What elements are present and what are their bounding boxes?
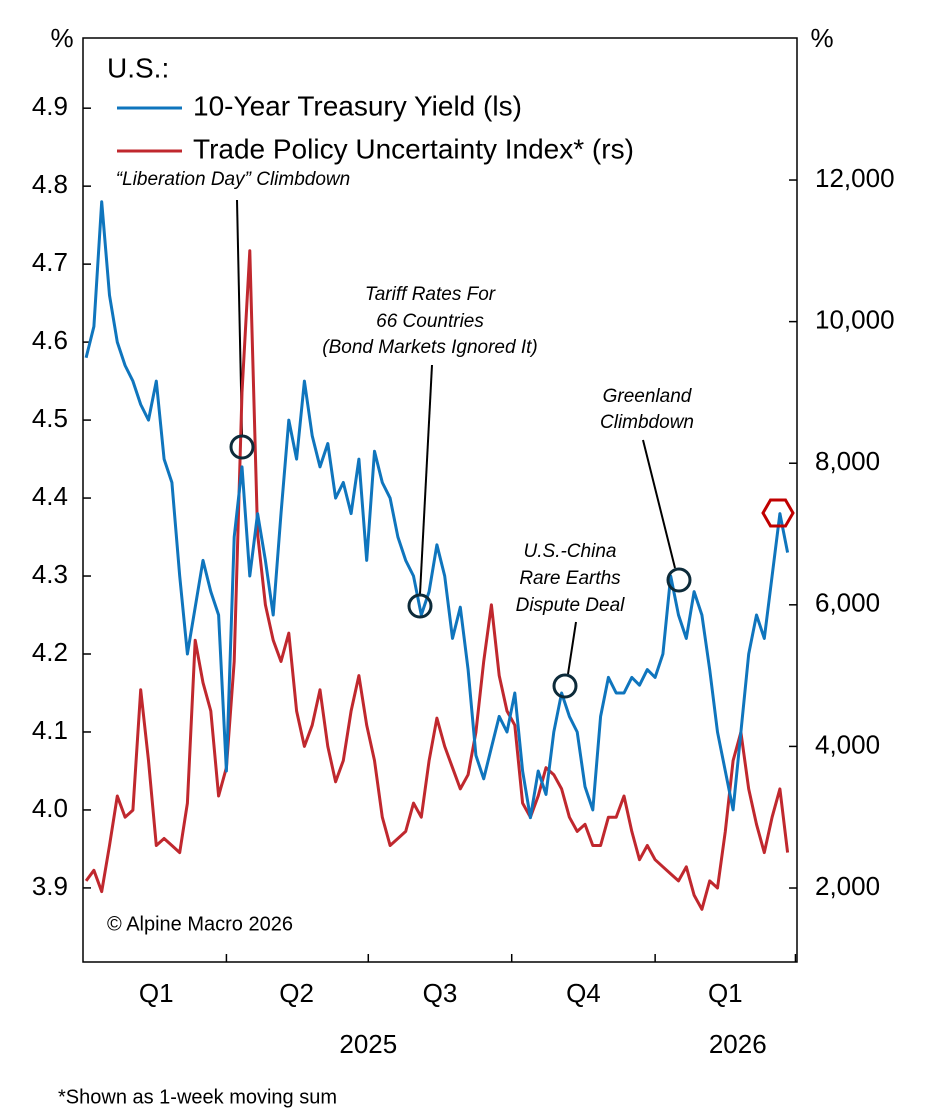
- highlight-circle: [552, 673, 578, 699]
- y-tick-label: 4.1: [32, 715, 68, 745]
- annotation-text: U.S.-China: [524, 541, 617, 562]
- legend-entry: Trade Policy Uncertainty Index* (rs): [193, 133, 634, 164]
- annotation-text: Dispute Deal: [516, 595, 626, 616]
- x-tick-label: Q3: [423, 978, 458, 1008]
- legend: U.S.: 10-Year Treasury Yield (ls) Trade …: [107, 52, 634, 164]
- y-tick-label: 4.0: [32, 793, 68, 823]
- annotation-text: 66 Countries: [376, 311, 484, 332]
- series-line: [84, 249, 790, 911]
- y2-tick-label: 12,000: [815, 163, 895, 193]
- annotation-text: Greenland: [603, 386, 693, 407]
- y-tick-label: 4.7: [32, 247, 68, 277]
- y2-tick-label: 4,000: [815, 729, 880, 759]
- highlight-circle: [407, 593, 433, 619]
- x-tick-label: Q1: [708, 978, 743, 1008]
- annotation-text: Climbdown: [600, 412, 694, 433]
- credit: © Alpine Macro 2026: [107, 913, 293, 935]
- y2-tick-label: 10,000: [815, 304, 895, 334]
- left-unit: %: [50, 23, 73, 53]
- y-tick-label: 4.4: [32, 481, 68, 511]
- y-tick-label: 4.2: [32, 637, 68, 667]
- annotation-text: “Liberation Day” Climbdown: [116, 169, 350, 190]
- annotation-pointer: [642, 439, 676, 569]
- plot-frame: [82, 37, 798, 963]
- footnote: *Shown as 1-week moving sum: [58, 1086, 337, 1108]
- annotation-text: Tariff Rates For: [365, 284, 496, 305]
- legend-header: U.S.:: [107, 52, 169, 83]
- highlight-circle: [229, 434, 255, 460]
- y-tick-label: 4.6: [32, 325, 68, 355]
- annotation-pointer: [567, 621, 577, 675]
- y-tick-label: 4.8: [32, 169, 68, 199]
- series-line: [84, 200, 790, 820]
- y-tick-label: 3.9: [32, 871, 68, 901]
- x-tick-label: Q1: [139, 978, 174, 1008]
- annotation-text: (Bond Markets Ignored It): [322, 337, 537, 358]
- year-label: 2026: [709, 1029, 767, 1059]
- y2-tick-label: 6,000: [815, 588, 880, 618]
- year-label: 2025: [339, 1029, 397, 1059]
- y2-tick-label: 8,000: [815, 446, 880, 476]
- y-tick-label: 4.5: [32, 403, 68, 433]
- right-unit: %: [810, 23, 833, 53]
- y2-tick-label: 2,000: [815, 871, 880, 901]
- end-marker: [761, 498, 795, 528]
- highlight-circle: [666, 567, 692, 593]
- y-tick-label: 4.3: [32, 559, 68, 589]
- x-tick-label: Q2: [279, 978, 314, 1008]
- y-tick-label: 4.9: [32, 91, 68, 121]
- legend-entry: 10-Year Treasury Yield (ls): [193, 90, 522, 121]
- x-tick-label: Q4: [566, 978, 601, 1008]
- annotation-pointer: [419, 364, 433, 595]
- annotation-text: Rare Earths: [519, 568, 621, 589]
